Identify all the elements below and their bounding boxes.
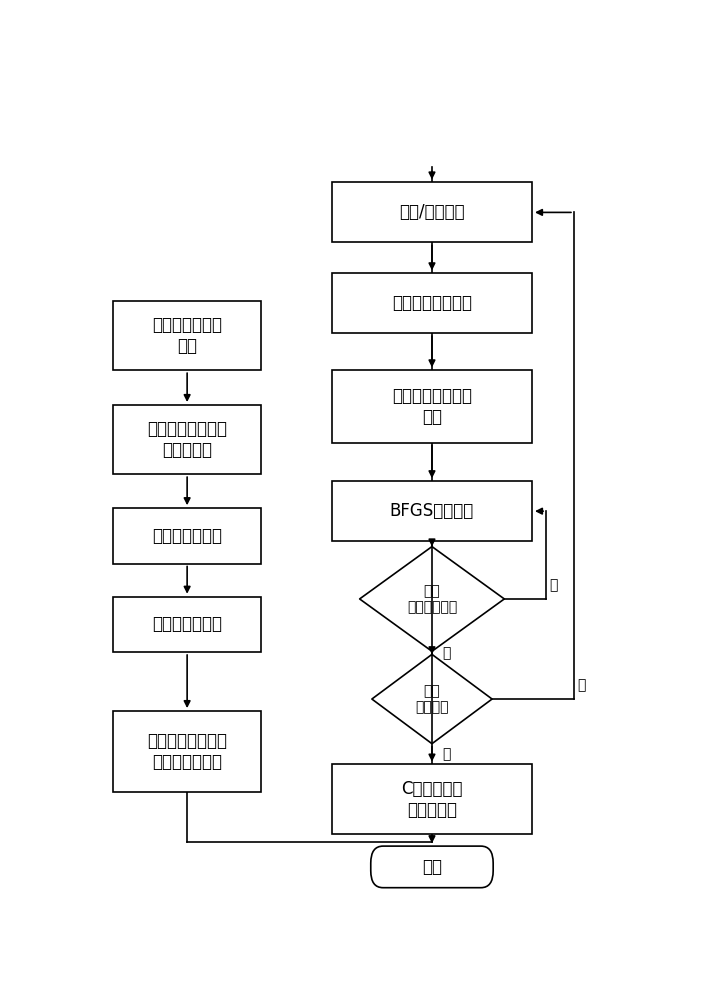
FancyBboxPatch shape <box>113 508 261 564</box>
FancyBboxPatch shape <box>332 182 532 242</box>
Text: 结束: 结束 <box>422 858 442 876</box>
Text: 是: 是 <box>442 747 450 761</box>
Text: 否: 否 <box>549 578 558 592</box>
FancyBboxPatch shape <box>332 273 532 333</box>
FancyBboxPatch shape <box>332 481 532 541</box>
Text: BFGS优化操作: BFGS优化操作 <box>390 502 474 520</box>
FancyBboxPatch shape <box>113 711 261 792</box>
Text: 创建/更新种群: 创建/更新种群 <box>399 203 465 221</box>
FancyBboxPatch shape <box>113 301 261 370</box>
Text: 参数集合及不确定
度范围统计: 参数集合及不确定 度范围统计 <box>147 420 227 459</box>
Text: C个较优结果
的正向优选: C个较优结果 的正向优选 <box>401 780 462 819</box>
Text: 航天器传热模型
建立: 航天器传热模型 建立 <box>152 316 222 355</box>
Text: 达到
收敛精度: 达到 收敛精度 <box>415 684 449 714</box>
Text: 超拉丁立方抽样: 超拉丁立方抽样 <box>152 527 222 545</box>
Text: 分析值与试验值误
差目标函数构建: 分析值与试验值误 差目标函数构建 <box>147 732 227 771</box>
Text: 选择、交叉、变异
操作: 选择、交叉、变异 操作 <box>392 387 472 426</box>
FancyBboxPatch shape <box>370 846 493 888</box>
Text: 抽样参数热分析: 抽样参数热分析 <box>152 615 222 633</box>
Text: 否: 否 <box>577 678 586 692</box>
FancyBboxPatch shape <box>332 370 532 443</box>
Text: 适应度函数值计算: 适应度函数值计算 <box>392 294 472 312</box>
Text: 是: 是 <box>442 646 450 660</box>
FancyBboxPatch shape <box>113 405 261 474</box>
Text: 满足
目标函数最小: 满足 目标函数最小 <box>407 584 457 614</box>
FancyBboxPatch shape <box>332 764 532 834</box>
FancyBboxPatch shape <box>113 597 261 652</box>
